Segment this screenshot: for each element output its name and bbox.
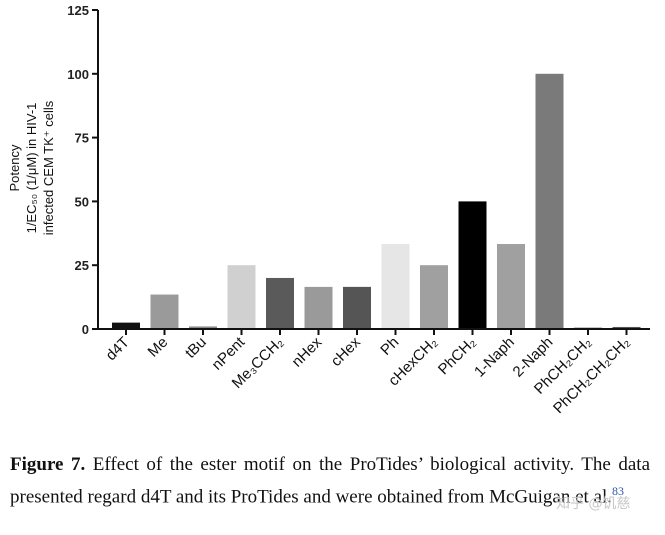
x-tick-label: Me [145, 334, 172, 361]
x-tick-label: Ph [377, 334, 402, 359]
bar [535, 73, 564, 329]
x-tick-label: tBu [182, 334, 210, 362]
x-tick-label: 1-Naph [471, 334, 518, 381]
y-axis-title: Potency 1/EC₅₀ (1/μM) in HIV-1 infected … [7, 100, 56, 235]
caption-text: Effect of the ester motif on the ProTide… [10, 454, 650, 508]
reference-link[interactable]: 83 [612, 484, 625, 498]
bar-chart: Potency 1/EC₅₀ (1/μM) in HIV-1 infected … [7, 3, 650, 417]
figure-caption: Figure 7. Effect of the ester motif on t… [10, 452, 650, 510]
y-axis: 0 25 50 75 100 125 [67, 3, 99, 337]
bar [227, 265, 256, 329]
y-tick-label: 100 [67, 67, 89, 82]
y-axis-title-line-1: Potency [7, 144, 22, 191]
bar [266, 277, 294, 329]
y-axis-title-line-2: 1/EC₅₀ (1/μM) in HIV-1 [24, 103, 39, 234]
bar [420, 265, 448, 329]
figure-label: Figure 7. [10, 454, 86, 475]
y-tick-label: 0 [82, 322, 89, 337]
bar [343, 286, 371, 329]
watermark: 知乎 @饥慈 [556, 496, 631, 512]
y-tick-label: 50 [75, 194, 89, 209]
y-axis-title-line-3: infected CEM TK⁺ cells [41, 100, 56, 235]
bar [381, 244, 410, 329]
bar [150, 294, 179, 329]
bar [112, 322, 140, 329]
bar [497, 244, 525, 329]
y-tick-label: 25 [75, 258, 89, 273]
bar [189, 326, 217, 329]
y-tick-label: 75 [75, 131, 89, 146]
bar [458, 201, 487, 329]
x-tick-label: nHex [289, 333, 326, 370]
x-tick-label: cHex [328, 333, 365, 370]
x-tick-label: d4T [103, 334, 133, 364]
bar [304, 286, 333, 329]
y-tick-label: 125 [67, 3, 89, 18]
bars-group [112, 73, 641, 329]
bar [612, 326, 641, 329]
